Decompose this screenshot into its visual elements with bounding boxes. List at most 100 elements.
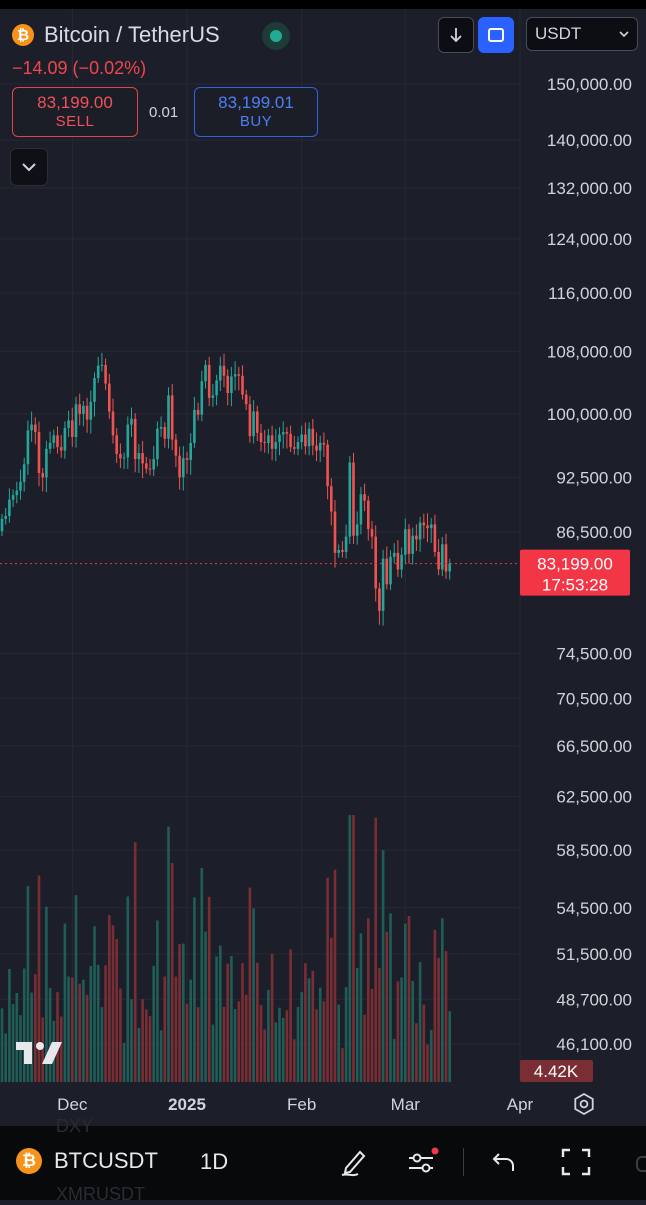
candle-body xyxy=(330,486,333,512)
candle-body xyxy=(85,405,89,420)
sell-button[interactable]: 83,199.00 SELL xyxy=(12,87,138,137)
price-tick-label: 48,700.00 xyxy=(556,990,632,1009)
candle-body xyxy=(344,536,348,552)
candle-body xyxy=(389,556,392,585)
volume-bar xyxy=(215,956,218,1082)
candle-body xyxy=(359,494,363,525)
candle-body xyxy=(178,455,181,478)
price-tick-label: 92,500.00 xyxy=(556,468,632,487)
volume-bar xyxy=(122,1042,126,1082)
price-tick-label: 51,500.00 xyxy=(556,945,632,964)
candle-body xyxy=(204,364,207,382)
volume-bar xyxy=(241,963,244,1082)
candle-body xyxy=(196,409,200,415)
volume-bar xyxy=(233,1009,237,1082)
download-button[interactable] xyxy=(438,17,474,53)
undo-button[interactable] xyxy=(484,1142,524,1182)
candle-body xyxy=(89,401,93,420)
volume-bar xyxy=(448,1011,451,1082)
volume-bar xyxy=(34,974,37,1082)
layout-button[interactable] xyxy=(478,17,514,53)
candle-body xyxy=(418,522,422,540)
price-axis: 150,000.00 140,000.00 132,000.00 124,000.00… xyxy=(547,75,632,1054)
candle-body xyxy=(315,445,318,451)
candle-body xyxy=(167,395,170,439)
candle-body xyxy=(133,418,137,460)
symbol-button[interactable]: ₿ BTCUSDT xyxy=(16,1148,158,1174)
candle-body xyxy=(71,420,74,438)
volume-bar xyxy=(230,956,233,1082)
undo-icon xyxy=(492,1153,514,1171)
drawing-tool-button[interactable] xyxy=(334,1142,374,1182)
volume-bar xyxy=(304,963,307,1082)
candle-body xyxy=(437,551,440,570)
indicators-button[interactable] xyxy=(402,1142,442,1182)
sell-label: SELL xyxy=(55,113,95,130)
volume-bar xyxy=(381,850,385,1082)
volume-bar xyxy=(307,978,311,1082)
candle-body xyxy=(45,448,48,478)
volume-bar xyxy=(392,1038,396,1082)
candle-body xyxy=(318,442,322,451)
currency-select[interactable]: USDT xyxy=(526,17,638,51)
volume-bar xyxy=(433,929,437,1082)
volume-bar xyxy=(0,1008,4,1082)
chart-settings-button[interactable] xyxy=(570,1090,598,1118)
candle-body xyxy=(422,522,426,526)
volume-bar xyxy=(374,817,377,1082)
candle-body xyxy=(152,459,155,470)
volume-bar xyxy=(378,968,381,1082)
volume-bar xyxy=(389,913,392,1082)
candle-body xyxy=(352,462,355,536)
volume-bar xyxy=(274,1022,278,1082)
arrow-down-icon xyxy=(450,28,462,43)
volume-bar xyxy=(341,1048,344,1082)
volume-bar xyxy=(352,815,355,1082)
candlesticks xyxy=(0,352,451,626)
volume-bar xyxy=(296,1006,300,1082)
buy-button[interactable]: 83,199.01 BUY xyxy=(194,87,318,137)
candle-body xyxy=(374,536,377,589)
candle-body xyxy=(15,490,19,496)
candle-body xyxy=(433,524,437,552)
volume-bar xyxy=(8,968,11,1082)
candle-body xyxy=(63,427,67,451)
volume-bar xyxy=(41,1017,44,1082)
ghost-symbol: XMRUSDT xyxy=(56,1184,145,1204)
volume-bar xyxy=(89,965,93,1082)
chevron-down-icon xyxy=(619,30,629,37)
candle-body xyxy=(185,458,189,460)
price-tick-label: 70,500.00 xyxy=(556,689,632,708)
candle-body xyxy=(244,394,248,405)
time-axis: Dec 2025 Feb Mar Apr xyxy=(57,1095,533,1114)
volume-bar xyxy=(126,896,130,1082)
volume-bar xyxy=(429,1029,433,1082)
symbol-title[interactable]: ₿ Bitcoin / TetherUS xyxy=(12,22,220,48)
volume-bar xyxy=(285,1010,289,1082)
volume-bar xyxy=(370,988,374,1082)
volume-bar xyxy=(137,1028,141,1082)
volume-bar xyxy=(204,931,207,1082)
candle-body xyxy=(363,494,366,501)
candle-body xyxy=(82,405,85,414)
buy-price: 83,199.01 xyxy=(218,93,294,112)
volume-bar xyxy=(163,976,167,1082)
candle-body xyxy=(174,439,178,456)
volume-bar xyxy=(344,987,348,1082)
fullscreen-button[interactable] xyxy=(556,1142,596,1182)
collapse-legend-button[interactable] xyxy=(10,148,48,186)
candle-body xyxy=(78,404,81,414)
price-chart[interactable]: 150,000.00 140,000.00 132,000.00 124,000.00… xyxy=(0,9,646,1126)
volume-bar xyxy=(11,1004,15,1082)
volume-bar xyxy=(185,1003,189,1082)
interval-button[interactable]: 1D xyxy=(200,1149,229,1174)
time-tick-label: Feb xyxy=(287,1095,316,1114)
volume-bar xyxy=(152,965,155,1082)
candle-body xyxy=(226,375,229,394)
candle-body xyxy=(415,535,418,540)
sell-price: 83,199.00 xyxy=(37,93,113,112)
candle-body xyxy=(233,374,237,377)
volume-bar xyxy=(207,896,211,1082)
price-tick-label: 116,000.00 xyxy=(548,284,632,303)
symbol-label: BTCUSDT xyxy=(54,1148,158,1173)
